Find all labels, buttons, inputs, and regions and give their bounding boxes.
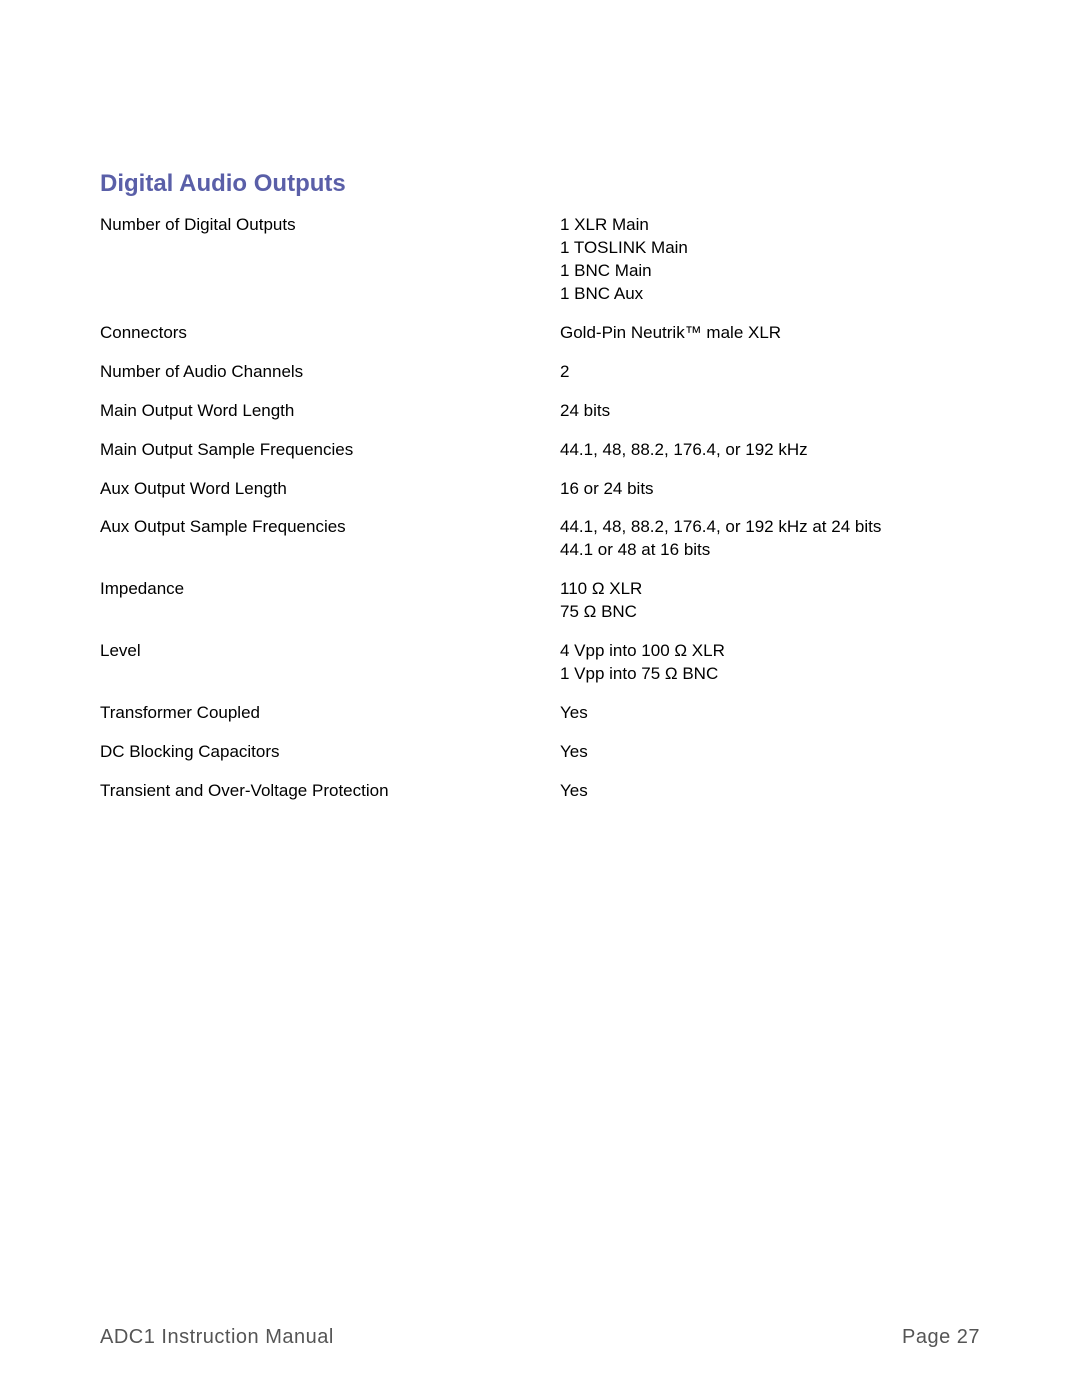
spec-value: 44.1, 48, 88.2, 176.4, or 192 kHz at 24 … [560, 516, 980, 562]
spec-row: Number of Digital Outputs1 XLR Main 1 TO… [100, 214, 980, 306]
spec-value: Gold-Pin Neutrik™ male XLR [560, 322, 980, 345]
page-footer: ADC1 Instruction Manual Page 27 [100, 1326, 980, 1349]
spec-row: ConnectorsGold-Pin Neutrik™ male XLR [100, 322, 980, 345]
spec-label: Number of Audio Channels [100, 361, 560, 384]
footer-left: ADC1 Instruction Manual [100, 1326, 334, 1349]
spec-row: Transformer CoupledYes [100, 702, 980, 725]
spec-label: Aux Output Word Length [100, 478, 560, 501]
spec-row: Main Output Sample Frequencies44.1, 48, … [100, 439, 980, 462]
section-title: Digital Audio Outputs [100, 170, 980, 198]
spec-value: 1 XLR Main 1 TOSLINK Main 1 BNC Main 1 B… [560, 214, 980, 306]
page-content: Digital Audio Outputs Number of Digital … [0, 0, 1080, 803]
spec-label: Connectors [100, 322, 560, 345]
spec-label: Impedance [100, 578, 560, 624]
spec-value: 110 Ω XLR 75 Ω BNC [560, 578, 980, 624]
spec-label: Transient and Over-Voltage Protection [100, 780, 560, 803]
spec-row: DC Blocking CapacitorsYes [100, 741, 980, 764]
spec-label: Number of Digital Outputs [100, 214, 560, 306]
spec-label: Transformer Coupled [100, 702, 560, 725]
spec-value: Yes [560, 741, 980, 764]
spec-value: 44.1, 48, 88.2, 176.4, or 192 kHz [560, 439, 980, 462]
spec-row: Main Output Word Length24 bits [100, 400, 980, 423]
spec-value: 4 Vpp into 100 Ω XLR 1 Vpp into 75 Ω BNC [560, 640, 980, 686]
spec-label: Main Output Sample Frequencies [100, 439, 560, 462]
spec-label: Level [100, 640, 560, 686]
spec-label: DC Blocking Capacitors [100, 741, 560, 764]
spec-row: Aux Output Sample Frequencies44.1, 48, 8… [100, 516, 980, 562]
spec-row: Aux Output Word Length16 or 24 bits [100, 478, 980, 501]
spec-row: Transient and Over-Voltage ProtectionYes [100, 780, 980, 803]
spec-row: Number of Audio Channels2 [100, 361, 980, 384]
spec-table: Number of Digital Outputs1 XLR Main 1 TO… [100, 214, 980, 803]
footer-right: Page 27 [902, 1326, 980, 1349]
spec-row: Level4 Vpp into 100 Ω XLR 1 Vpp into 75 … [100, 640, 980, 686]
spec-value: 24 bits [560, 400, 980, 423]
spec-value: Yes [560, 780, 980, 803]
spec-label: Main Output Word Length [100, 400, 560, 423]
spec-value: Yes [560, 702, 980, 725]
spec-row: Impedance110 Ω XLR 75 Ω BNC [100, 578, 980, 624]
spec-value: 16 or 24 bits [560, 478, 980, 501]
spec-value: 2 [560, 361, 980, 384]
spec-label: Aux Output Sample Frequencies [100, 516, 560, 562]
